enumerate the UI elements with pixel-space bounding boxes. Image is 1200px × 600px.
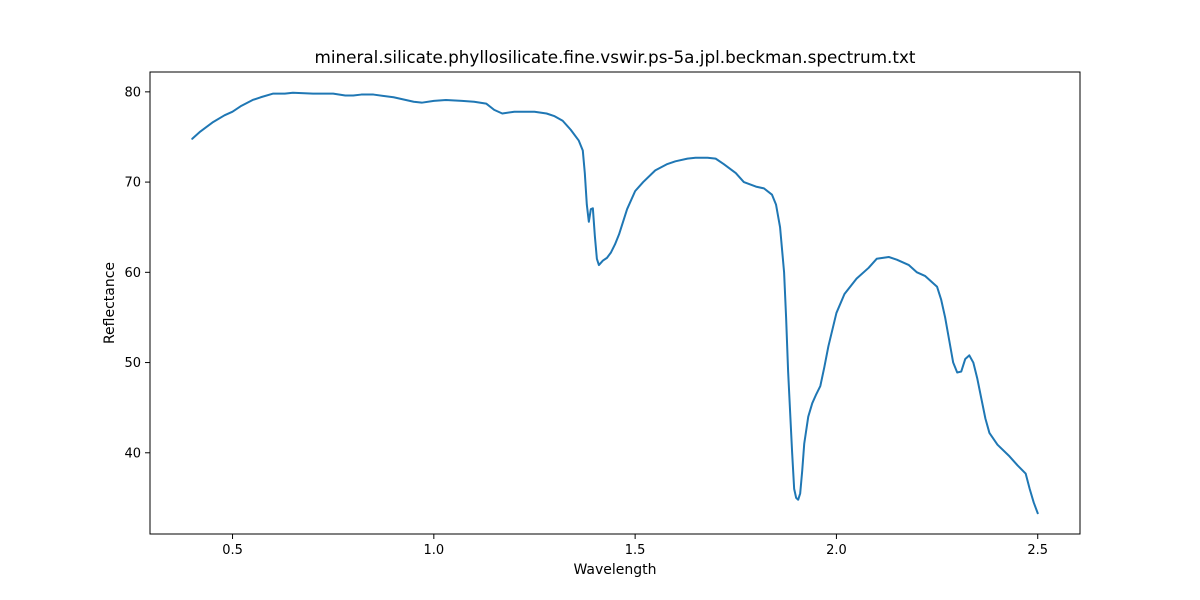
chart-title: mineral.silicate.phyllosilicate.fine.vsw… xyxy=(315,47,916,67)
y-axis-ticks: 40 50 60 70 80 xyxy=(124,85,150,461)
x-axis-label: Wavelength xyxy=(573,562,656,578)
x-tick-label: 1.0 xyxy=(423,543,444,558)
x-axis-ticks: 0.5 1.0 1.5 2.0 2.5 xyxy=(222,534,1048,558)
y-tick-label: 70 xyxy=(124,176,141,191)
y-tick-label: 40 xyxy=(124,446,141,461)
y-tick-label: 80 xyxy=(124,85,141,100)
x-tick-label: 2.5 xyxy=(1027,543,1048,558)
x-tick-label: 0.5 xyxy=(222,543,243,558)
y-tick-label: 60 xyxy=(124,266,141,281)
y-axis-label: Reflectance xyxy=(102,262,118,344)
x-tick-label: 2.0 xyxy=(826,543,847,558)
y-tick-label: 50 xyxy=(124,356,141,371)
spectrum-line-0 xyxy=(191,91,1039,515)
x-tick-label: 1.5 xyxy=(625,543,646,558)
axes-frame xyxy=(149,71,1081,535)
plot-area xyxy=(191,91,1039,515)
